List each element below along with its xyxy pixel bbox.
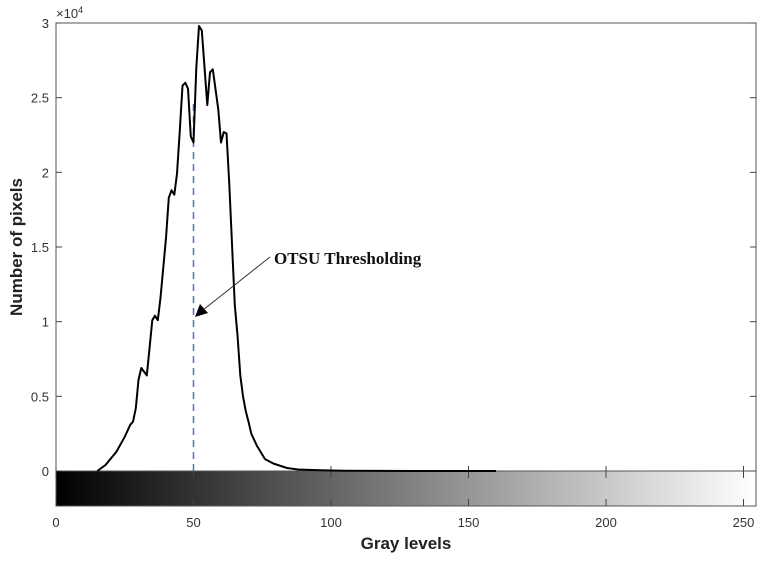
y-tick-label: 2 xyxy=(42,165,49,180)
plot-area xyxy=(55,22,757,472)
x-tick-label: 250 xyxy=(733,515,755,530)
annotation-label: OTSU Thresholding xyxy=(274,249,422,268)
y-axis-label: Number of pixels xyxy=(7,178,26,316)
y-tick-label: 3 xyxy=(42,16,49,31)
x-tick-label: 0 xyxy=(52,515,59,530)
x-tick-label: 150 xyxy=(458,515,480,530)
x-tick-label: 100 xyxy=(320,515,342,530)
grayscale-colorbar xyxy=(55,470,757,507)
annotation-arrowhead-icon xyxy=(195,304,208,317)
x-axis-label: Gray levels xyxy=(361,534,452,553)
y-tick-label: 0.5 xyxy=(31,389,49,404)
histogram-curve xyxy=(96,25,496,472)
y-tick-label: 0 xyxy=(42,464,49,479)
x-tick-label: 50 xyxy=(186,515,200,530)
y-exponent: ×104 xyxy=(56,5,83,21)
y-tick-label: 1 xyxy=(42,315,49,330)
y-tick-label: 1.5 xyxy=(31,240,49,255)
x-tick-label: 200 xyxy=(595,515,617,530)
y-tick-label: 2.5 xyxy=(31,91,49,106)
x-axis-ticks: 0 50 100 150 200 250 xyxy=(52,466,754,530)
y-axis-ticks: 0 0.5 1 1.5 2 2.5 3 xyxy=(31,16,756,479)
annotation-arrow-line xyxy=(202,256,271,311)
